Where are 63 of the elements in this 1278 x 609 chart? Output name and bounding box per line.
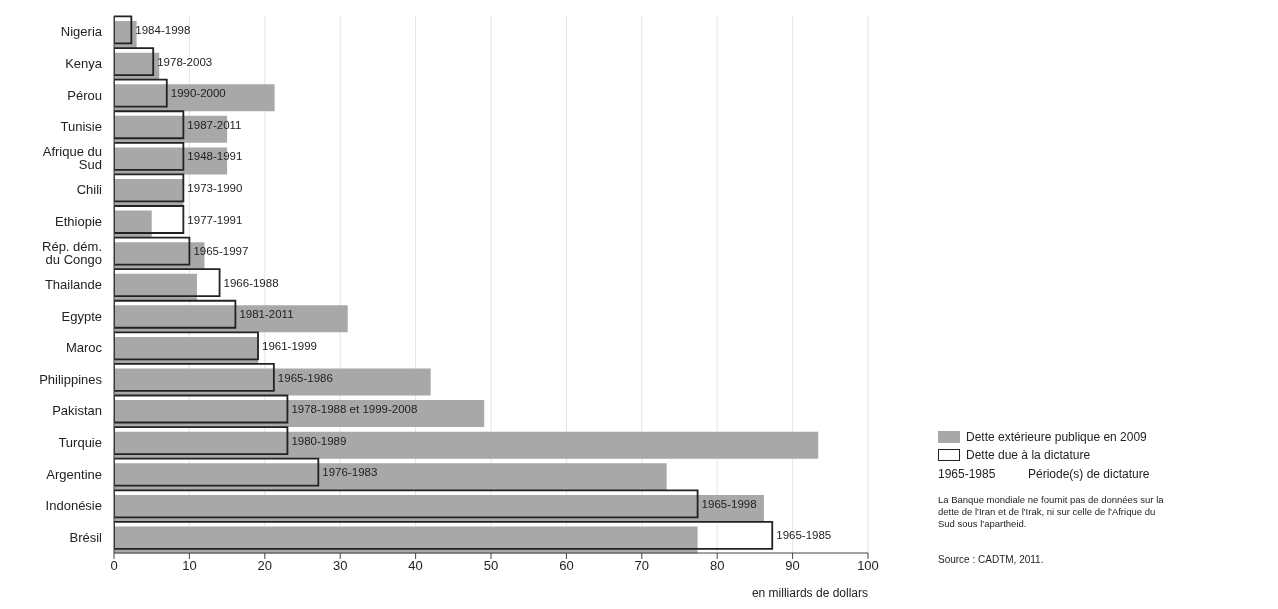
bar bbox=[114, 463, 667, 491]
bar bbox=[114, 363, 275, 392]
bar bbox=[114, 431, 819, 459]
y-tick-label: Argentine bbox=[46, 466, 102, 482]
bar bbox=[114, 457, 320, 487]
x-tick-label: 40 bbox=[408, 558, 423, 574]
data-label: 1965-1997 bbox=[193, 245, 249, 258]
text: 1965-1985 bbox=[938, 467, 997, 481]
y-tick-label: Turquie bbox=[58, 435, 102, 451]
bar bbox=[114, 394, 289, 424]
x-tick-label: 30 bbox=[332, 558, 348, 574]
bar bbox=[114, 179, 184, 206]
bar bbox=[114, 400, 485, 428]
data-label: 1984-1998 bbox=[135, 24, 191, 37]
y-tick-label: Rép. dém. du Congo bbox=[42, 239, 102, 268]
y-tick-label: Maroc bbox=[65, 340, 103, 356]
data-label: 1973-1990 bbox=[187, 181, 243, 194]
x-tick-label: 0 bbox=[110, 558, 118, 574]
y-tick-label: Philippines bbox=[39, 371, 103, 387]
text: La Banque mondiale ne fournit pas de données sur la dette de l'Iran et de l'Irak, ni sur celle de l'Afrique du Sud sous l'apartheid. bbox=[938, 494, 1165, 530]
x-tick-label: 80 bbox=[709, 558, 725, 574]
y-tick-label: Tunisie bbox=[60, 119, 102, 135]
x-tick-label: 90 bbox=[785, 558, 800, 574]
legend-label: Dette due à la dictature bbox=[966, 448, 1091, 462]
y-tick-label: Pérou bbox=[67, 87, 102, 103]
data-label: 1965-1985 bbox=[776, 529, 832, 542]
x-axis-title: en milliards de dollars bbox=[751, 586, 868, 600]
bar bbox=[114, 426, 289, 456]
y-tick-label: Thailande bbox=[44, 277, 102, 293]
y-tick-label: Kenya bbox=[65, 56, 103, 71]
x-tick-label: 60 bbox=[559, 558, 574, 574]
y-tick-label: Afrique du Sud bbox=[42, 144, 102, 173]
y-tick-label: Brésil bbox=[69, 529, 103, 545]
y-tick-label: Egypte bbox=[61, 308, 102, 324]
source-note: Source : CADTM, 2011. bbox=[938, 554, 1045, 565]
data-label: 1961-1999 bbox=[262, 339, 318, 352]
y-tick-label: Indonésie bbox=[45, 498, 102, 514]
data-label: 1990-2000 bbox=[170, 87, 226, 100]
data-label: 1977-1991 bbox=[187, 213, 243, 226]
x-tick-label: 70 bbox=[634, 558, 650, 574]
data-label: 1965-1998 bbox=[701, 497, 757, 510]
legend-label: Dette extérieure publique en 2009 bbox=[966, 430, 1147, 444]
x-tick-label: 50 bbox=[483, 558, 499, 574]
data-label: 1965-1986 bbox=[277, 371, 333, 384]
data-label: 1981-2011 bbox=[239, 308, 294, 321]
data-label: 1978-1988 et 1999-2008 bbox=[291, 403, 418, 416]
x-tick-label: 20 bbox=[257, 558, 273, 574]
x-tick-label: 100 bbox=[857, 558, 879, 574]
data-label: 1978-2003 bbox=[157, 55, 213, 68]
bar bbox=[114, 268, 221, 298]
y-tick-label: Ethiopie bbox=[55, 213, 102, 229]
bar bbox=[114, 520, 774, 550]
data-label: 1976-1983 bbox=[322, 466, 378, 479]
x-tick-label: 10 bbox=[182, 558, 197, 574]
y-tick-label: Nigeria bbox=[60, 24, 103, 40]
data-label: 1980-1989 bbox=[291, 434, 347, 447]
data-label: 1966-1988 bbox=[223, 276, 279, 289]
text: Période(s) de dictature bbox=[1028, 467, 1150, 481]
y-tick-label: Chili bbox=[76, 182, 103, 198]
bar bbox=[114, 489, 699, 519]
bar bbox=[114, 368, 431, 396]
y-tick-label: Pakistan bbox=[52, 403, 102, 419]
bar bbox=[114, 299, 237, 329]
